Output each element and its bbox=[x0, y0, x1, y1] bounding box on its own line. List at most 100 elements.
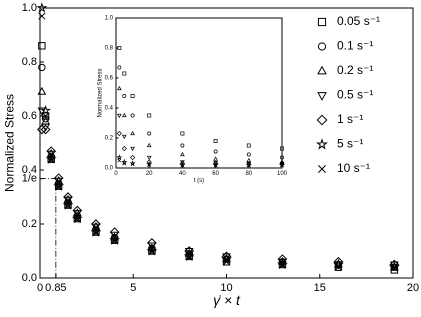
marker bbox=[316, 138, 328, 150]
legend-label: 0.05 s⁻¹ bbox=[337, 14, 380, 28]
marker bbox=[280, 163, 284, 167]
marker bbox=[278, 161, 286, 168]
marker bbox=[64, 201, 72, 209]
marker bbox=[221, 253, 232, 264]
marker bbox=[47, 155, 55, 163]
legend-label: 1 s⁻¹ bbox=[337, 112, 363, 126]
marker bbox=[130, 162, 135, 167]
y-tick-label: 1/e bbox=[22, 173, 37, 185]
marker bbox=[184, 247, 194, 256]
marker bbox=[316, 114, 328, 126]
marker bbox=[38, 12, 46, 20]
y-axis-label: Normalized Stress bbox=[97, 68, 103, 117]
x-tick-label: 60 bbox=[212, 171, 219, 177]
x-tick-label: 0 bbox=[37, 282, 43, 294]
marker bbox=[334, 263, 342, 271]
marker bbox=[246, 152, 251, 157]
marker bbox=[63, 196, 73, 205]
marker bbox=[317, 17, 327, 27]
y-tick-label: 0.8 bbox=[105, 46, 114, 52]
marker bbox=[116, 85, 122, 91]
plot-frame bbox=[115, 17, 283, 169]
marker bbox=[317, 42, 327, 51]
marker bbox=[146, 159, 152, 165]
y-tick-label: 0.2 bbox=[22, 218, 37, 230]
marker bbox=[116, 113, 122, 119]
marker bbox=[180, 131, 185, 136]
marker bbox=[38, 63, 46, 72]
marker bbox=[111, 236, 119, 244]
marker bbox=[180, 151, 185, 157]
x-tick-label: 40 bbox=[179, 171, 186, 177]
marker bbox=[130, 94, 135, 98]
marker bbox=[213, 149, 218, 154]
legend-label: 0.2 s⁻¹ bbox=[337, 63, 373, 77]
x-tick-label: 0 bbox=[114, 171, 118, 177]
marker bbox=[90, 226, 102, 237]
marker bbox=[280, 155, 284, 160]
marker bbox=[37, 86, 47, 95]
marker bbox=[53, 180, 65, 191]
marker bbox=[121, 134, 127, 140]
marker bbox=[130, 113, 135, 118]
y-tick-label: 0.4 bbox=[105, 106, 114, 112]
marker bbox=[276, 258, 288, 270]
marker bbox=[121, 158, 128, 165]
marker bbox=[213, 139, 218, 143]
marker bbox=[55, 182, 63, 190]
marker bbox=[45, 153, 57, 164]
marker bbox=[91, 223, 101, 232]
marker bbox=[317, 65, 327, 75]
marker bbox=[46, 150, 56, 159]
marker bbox=[184, 246, 195, 256]
legend-label: 0.1 s⁻¹ bbox=[337, 39, 373, 53]
marker bbox=[388, 261, 400, 272]
marker bbox=[130, 130, 135, 136]
marker bbox=[42, 112, 50, 120]
x-tick-label: 15 bbox=[314, 282, 326, 294]
x-tick-label: 0.85 bbox=[45, 282, 66, 294]
marker bbox=[73, 215, 81, 223]
marker bbox=[213, 163, 218, 167]
marker bbox=[117, 46, 122, 50]
marker bbox=[278, 260, 287, 269]
marker bbox=[130, 146, 135, 152]
x-tick-label: 5 bbox=[130, 282, 136, 294]
marker bbox=[212, 161, 219, 168]
y-tick-label: 0.8 bbox=[22, 56, 37, 68]
marker bbox=[62, 199, 74, 210]
marker bbox=[38, 42, 46, 50]
y-tick-label: 0.6 bbox=[22, 110, 37, 122]
marker bbox=[54, 177, 64, 186]
x-tick-label: 100 bbox=[277, 171, 288, 177]
y-tick-label: 0.0 bbox=[22, 272, 37, 284]
x-tick-label: 20 bbox=[407, 282, 419, 294]
marker bbox=[109, 234, 121, 245]
marker bbox=[36, 2, 48, 13]
marker bbox=[179, 161, 186, 168]
marker bbox=[277, 254, 288, 264]
marker bbox=[40, 124, 51, 135]
marker bbox=[222, 258, 231, 266]
y-tick-label: 0.2 bbox=[105, 136, 114, 142]
marker bbox=[148, 247, 156, 255]
y-tick-label: 0.6 bbox=[105, 76, 114, 82]
y-tick-label: 1.0 bbox=[22, 2, 37, 14]
legend-label: 0.5 s⁻¹ bbox=[337, 88, 373, 102]
marker bbox=[147, 113, 152, 118]
y-axis-label: Normalized Stress bbox=[2, 94, 16, 192]
x-axis-label: t (s) bbox=[194, 178, 204, 184]
marker bbox=[180, 163, 185, 167]
marker bbox=[122, 94, 127, 98]
marker bbox=[130, 154, 136, 161]
marker bbox=[245, 161, 252, 168]
marker bbox=[318, 165, 326, 173]
marker bbox=[332, 258, 344, 270]
marker bbox=[116, 130, 122, 137]
legend-label: 5 s⁻¹ bbox=[337, 137, 363, 151]
marker bbox=[121, 112, 127, 118]
x-tick-label: 80 bbox=[245, 171, 252, 177]
marker bbox=[122, 71, 127, 76]
x-tick-label: 20 bbox=[146, 171, 153, 177]
y-tick-label: 1.0 bbox=[105, 16, 114, 22]
